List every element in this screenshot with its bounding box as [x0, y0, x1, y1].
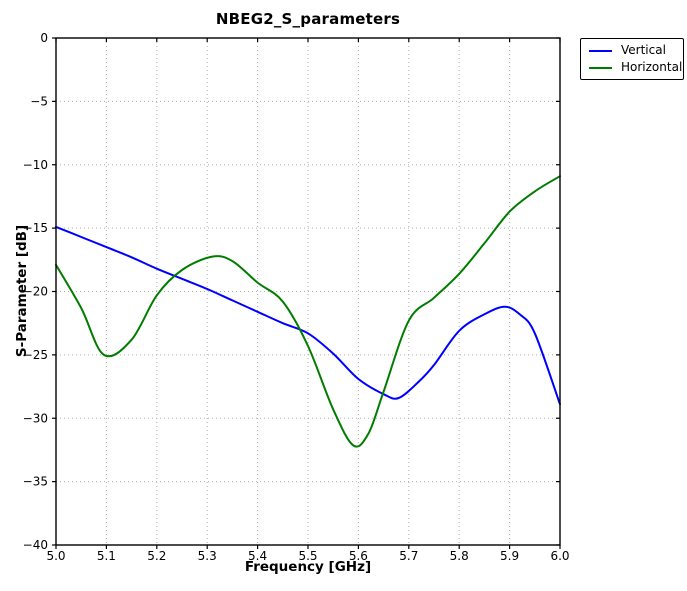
x-tick-label: 5.7 — [399, 549, 418, 563]
chart-title: NBEG2_S_parameters — [215, 10, 401, 28]
y-tick-label: −35 — [23, 475, 48, 489]
x-tick-label: 5.9 — [500, 549, 519, 563]
x-tick-label: 6.0 — [550, 549, 569, 563]
x-axis-label: Frequency [GHz] — [244, 559, 372, 575]
y-axis-label: S-Parameter [dB] — [14, 224, 30, 358]
y-tick-label: −30 — [23, 411, 48, 425]
x-tick-label: 5.3 — [198, 549, 217, 563]
y-tick-label: −25 — [23, 348, 48, 362]
x-tick-label: 5.2 — [147, 549, 166, 563]
legend-label-vertical: Vertical — [621, 43, 666, 57]
series-line-horizontal — [55, 175, 561, 448]
x-tick-label: 5.4 — [248, 549, 267, 563]
y-tick-label: −15 — [23, 221, 48, 235]
x-tick-label: 5.8 — [450, 549, 469, 563]
x-tick-label: 5.5 — [298, 549, 317, 563]
y-tick-label: −5 — [30, 94, 48, 108]
x-tick-label: 5.0 — [46, 549, 65, 563]
x-tick-label: 5.1 — [97, 549, 116, 563]
y-tick-label: −40 — [23, 538, 48, 552]
legend-label-horizontal: Horizontal — [621, 60, 683, 74]
legend-line-swatch-horizontal — [589, 66, 612, 69]
legend-line-swatch-vertical — [589, 49, 612, 52]
legend-item-vertical: Vertical — [589, 44, 676, 57]
y-tick-label: 0 — [40, 31, 48, 45]
y-tick-label: −10 — [23, 158, 48, 172]
legend: Vertical Horizontal — [580, 38, 684, 80]
x-tick-label: 5.6 — [349, 549, 368, 563]
y-tick-label: −20 — [23, 285, 48, 299]
legend-item-horizontal: Horizontal — [589, 61, 682, 74]
series-line-vertical — [55, 225, 561, 406]
